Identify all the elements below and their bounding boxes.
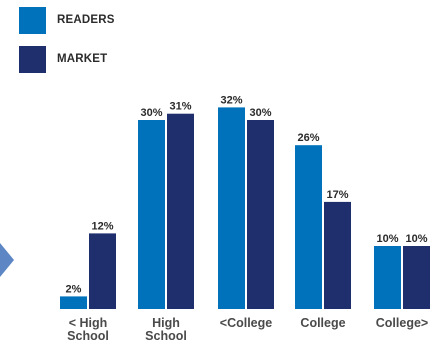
data-label-market-3: 17% — [326, 189, 348, 201]
data-label-market-2: 30% — [249, 107, 271, 119]
data-label-readers-0: 2% — [66, 283, 82, 295]
legend-item-market: MARKET — [19, 44, 115, 74]
category-label-4-line-0: College> — [376, 316, 428, 330]
data-label-readers-1: 30% — [140, 107, 162, 119]
pointer-arrow-icon — [0, 243, 14, 277]
category-label-1-line-1: School — [145, 329, 187, 343]
bar-market-0 — [89, 233, 116, 309]
bar-readers-3 — [295, 145, 322, 309]
category-label-1-line-0: High — [152, 316, 180, 330]
bar-readers-2 — [218, 107, 245, 310]
bar-market-2 — [247, 120, 274, 309]
category-label-2-line-0: <College — [220, 316, 272, 330]
legend-swatch-readers — [19, 6, 46, 34]
bar-market-3 — [324, 201, 351, 309]
legend-item-readers: READERS — [19, 5, 115, 35]
legend-label-market: MARKET — [57, 53, 108, 65]
data-label-readers-4: 10% — [376, 233, 398, 245]
data-label-market-4: 10% — [405, 233, 427, 245]
category-label-3-line-0: College — [300, 316, 345, 330]
data-label-market-0: 12% — [91, 220, 113, 232]
bar-readers-0 — [60, 296, 87, 309]
bar-readers-1 — [138, 120, 165, 309]
legend-swatch-market — [19, 45, 46, 73]
data-label-market-1: 31% — [169, 101, 191, 113]
bar-market-4 — [403, 246, 430, 309]
legend-label-readers: READERS — [57, 14, 115, 26]
data-label-readers-3: 26% — [297, 132, 319, 144]
bar-readers-4 — [374, 246, 401, 309]
data-label-readers-2: 32% — [220, 94, 242, 106]
legend: READERS MARKET — [19, 5, 115, 83]
category-label-0-line-1: School — [67, 329, 109, 343]
bar-market-1 — [167, 113, 194, 309]
category-label-0-line-0: < High — [69, 316, 108, 330]
